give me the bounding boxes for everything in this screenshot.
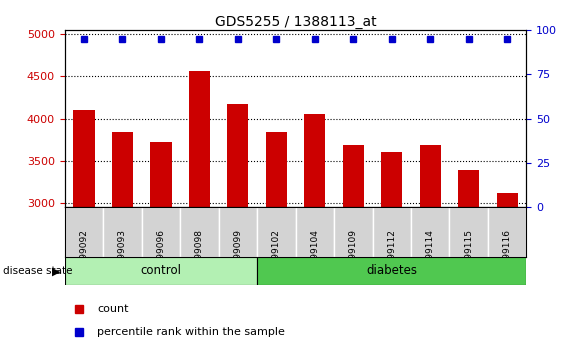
- Title: GDS5255 / 1388113_at: GDS5255 / 1388113_at: [215, 15, 377, 29]
- FancyBboxPatch shape: [257, 207, 296, 257]
- FancyBboxPatch shape: [373, 207, 411, 257]
- Text: disease state: disease state: [3, 266, 72, 276]
- FancyBboxPatch shape: [103, 207, 142, 257]
- Text: ▶: ▶: [52, 266, 61, 276]
- Text: GSM399109: GSM399109: [349, 229, 358, 284]
- FancyBboxPatch shape: [449, 207, 488, 257]
- Bar: [419, 145, 441, 207]
- FancyBboxPatch shape: [257, 257, 526, 285]
- Text: GSM399116: GSM399116: [503, 229, 512, 284]
- Bar: [458, 170, 479, 207]
- Text: GSM399115: GSM399115: [464, 229, 473, 284]
- Bar: [497, 193, 518, 207]
- Bar: [343, 145, 364, 207]
- Text: GSM399102: GSM399102: [272, 229, 281, 284]
- Text: GSM399098: GSM399098: [195, 229, 204, 284]
- Bar: [381, 152, 403, 207]
- Text: GSM399114: GSM399114: [426, 229, 435, 284]
- Bar: [73, 110, 95, 207]
- Bar: [150, 142, 172, 207]
- FancyBboxPatch shape: [180, 207, 218, 257]
- FancyBboxPatch shape: [65, 207, 103, 257]
- Bar: [227, 104, 248, 207]
- Bar: [112, 132, 133, 207]
- Text: control: control: [140, 264, 181, 277]
- Text: GSM399099: GSM399099: [234, 229, 242, 284]
- Bar: [266, 132, 287, 207]
- FancyBboxPatch shape: [411, 207, 449, 257]
- Text: percentile rank within the sample: percentile rank within the sample: [97, 327, 285, 337]
- Text: GSM399104: GSM399104: [310, 229, 319, 284]
- FancyBboxPatch shape: [296, 207, 334, 257]
- Bar: [304, 114, 325, 207]
- Text: GSM399092: GSM399092: [79, 229, 88, 284]
- FancyBboxPatch shape: [334, 207, 373, 257]
- FancyBboxPatch shape: [65, 257, 257, 285]
- Text: GSM399112: GSM399112: [387, 229, 396, 284]
- Text: count: count: [97, 304, 128, 314]
- Text: GSM399096: GSM399096: [157, 229, 166, 284]
- Bar: [189, 72, 210, 207]
- FancyBboxPatch shape: [218, 207, 257, 257]
- Text: GSM399093: GSM399093: [118, 229, 127, 284]
- Text: diabetes: diabetes: [367, 264, 417, 277]
- FancyBboxPatch shape: [488, 207, 526, 257]
- FancyBboxPatch shape: [142, 207, 180, 257]
